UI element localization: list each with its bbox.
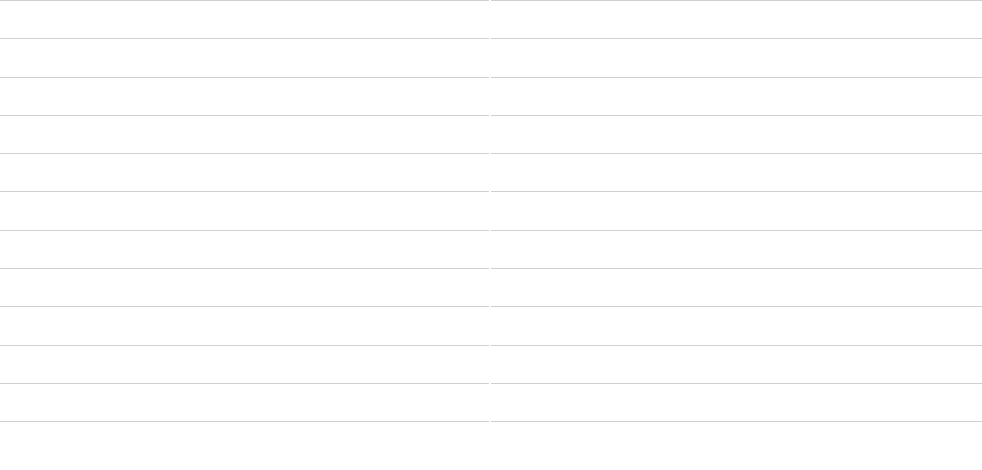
table-cell bbox=[491, 1, 982, 39]
top-divider-left bbox=[0, 0, 489, 1]
table-cell bbox=[491, 192, 982, 230]
table-cell bbox=[0, 231, 489, 269]
table-row bbox=[0, 307, 982, 346]
table-row bbox=[0, 39, 982, 78]
table-cell bbox=[491, 116, 982, 154]
table-cell bbox=[0, 346, 489, 384]
table-cell bbox=[0, 39, 489, 77]
table-cell bbox=[491, 269, 982, 307]
table-cell bbox=[0, 307, 489, 345]
table-cell bbox=[491, 154, 982, 192]
table-row bbox=[0, 384, 982, 423]
table-row bbox=[0, 116, 982, 155]
table-cell bbox=[491, 307, 982, 345]
table-cell bbox=[0, 1, 489, 39]
table-cell bbox=[491, 346, 982, 384]
top-divider-right bbox=[491, 0, 982, 1]
table-row bbox=[0, 192, 982, 232]
table-cell bbox=[0, 269, 489, 307]
table-cell bbox=[491, 384, 982, 422]
empty-table bbox=[0, 1, 982, 423]
table-cell bbox=[491, 78, 982, 116]
table-row bbox=[0, 1, 982, 40]
table-row bbox=[0, 231, 982, 270]
table-row bbox=[0, 78, 982, 117]
table-row bbox=[0, 269, 982, 308]
table-row bbox=[0, 154, 982, 193]
table-cell bbox=[0, 154, 489, 192]
table-cell bbox=[0, 192, 489, 230]
table-row bbox=[0, 346, 982, 385]
table-cell bbox=[0, 116, 489, 154]
table-cell bbox=[0, 78, 489, 116]
table-cell bbox=[491, 231, 982, 269]
table-cell bbox=[0, 384, 489, 422]
table-cell bbox=[491, 39, 982, 77]
